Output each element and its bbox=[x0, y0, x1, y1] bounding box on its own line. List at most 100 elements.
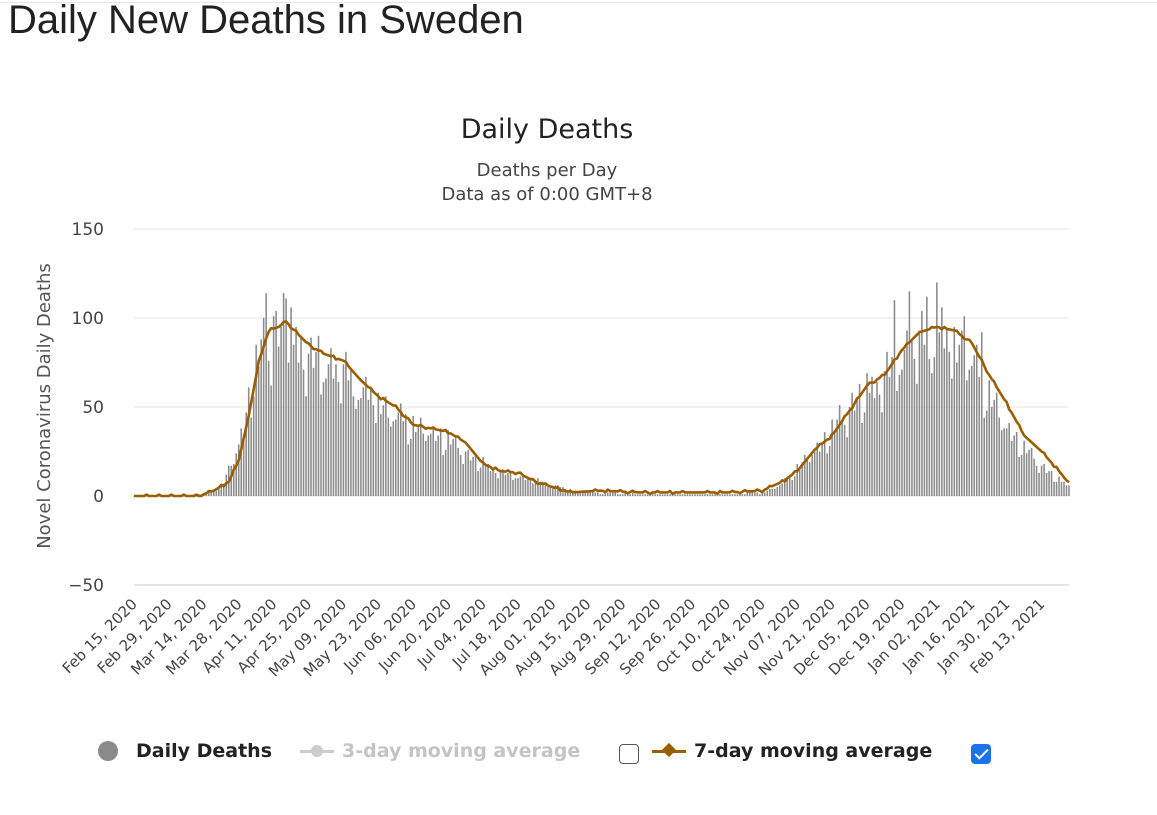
bar bbox=[863, 412, 866, 496]
bar bbox=[606, 492, 609, 496]
bar bbox=[629, 494, 631, 496]
bar bbox=[434, 440, 437, 496]
bar bbox=[562, 487, 564, 496]
bar bbox=[868, 392, 871, 496]
bar bbox=[1008, 423, 1010, 496]
bar bbox=[821, 442, 823, 496]
bar bbox=[345, 351, 347, 496]
bar bbox=[923, 344, 926, 496]
bar bbox=[1043, 463, 1045, 496]
bar bbox=[1018, 456, 1020, 496]
bar bbox=[310, 337, 312, 496]
bar bbox=[230, 465, 233, 496]
bar bbox=[390, 426, 392, 496]
bar bbox=[921, 310, 923, 496]
bar bbox=[676, 494, 679, 496]
checkbox-7day-average[interactable] bbox=[971, 744, 991, 764]
bar bbox=[414, 431, 417, 496]
bar bbox=[886, 351, 888, 496]
bar bbox=[1000, 430, 1003, 496]
bar bbox=[449, 444, 452, 496]
bar bbox=[242, 435, 245, 496]
bar bbox=[529, 479, 532, 496]
bar bbox=[432, 426, 434, 496]
bar bbox=[225, 474, 228, 496]
legend-item-3day-average[interactable]: 3-day moving average bbox=[300, 736, 580, 766]
bar bbox=[145, 496, 148, 497]
bar bbox=[514, 478, 517, 496]
bar bbox=[1023, 440, 1025, 496]
bar bbox=[1010, 440, 1013, 496]
bar bbox=[918, 330, 921, 496]
bar bbox=[1045, 472, 1048, 496]
bar bbox=[928, 358, 931, 496]
bar bbox=[302, 369, 305, 496]
bar bbox=[419, 417, 422, 496]
bar bbox=[604, 492, 607, 496]
bar bbox=[347, 380, 350, 496]
bar bbox=[277, 346, 280, 496]
bar bbox=[474, 453, 477, 496]
bar bbox=[499, 471, 502, 496]
bar bbox=[858, 383, 861, 496]
bar bbox=[674, 494, 676, 496]
bar bbox=[781, 483, 784, 496]
bar bbox=[621, 494, 624, 496]
bar bbox=[958, 344, 961, 496]
bar bbox=[587, 492, 589, 496]
bar bbox=[816, 442, 818, 496]
bar bbox=[734, 494, 736, 496]
bar bbox=[916, 383, 918, 496]
bar bbox=[350, 367, 352, 496]
legend-label-7day-average: 7-day moving average bbox=[694, 740, 933, 762]
bar bbox=[876, 382, 878, 496]
bar bbox=[689, 494, 691, 496]
checkbox-3day-average[interactable] bbox=[619, 744, 639, 764]
bar bbox=[312, 367, 315, 496]
bar bbox=[322, 382, 325, 496]
legend-label-3day-average: 3-day moving average bbox=[342, 740, 581, 762]
bar bbox=[355, 408, 357, 496]
bar bbox=[479, 467, 482, 496]
bar bbox=[502, 469, 504, 496]
bar bbox=[709, 494, 711, 496]
bar bbox=[990, 407, 993, 496]
bar bbox=[1035, 465, 1038, 496]
bar bbox=[721, 494, 724, 496]
bar bbox=[973, 355, 976, 496]
bar bbox=[290, 307, 292, 496]
bar bbox=[444, 449, 447, 496]
bar bbox=[679, 494, 681, 496]
bar bbox=[933, 357, 936, 496]
bar bbox=[659, 494, 661, 496]
bar bbox=[823, 431, 826, 496]
bar bbox=[402, 421, 405, 496]
bar bbox=[926, 296, 928, 496]
top-divider bbox=[0, 2, 1157, 3]
bar bbox=[626, 494, 629, 496]
bar bbox=[808, 462, 811, 496]
bar bbox=[250, 417, 252, 496]
bar bbox=[1058, 476, 1060, 496]
bar bbox=[936, 282, 938, 496]
bar bbox=[275, 310, 277, 496]
bar bbox=[487, 463, 489, 496]
bar bbox=[873, 398, 876, 496]
bar bbox=[811, 455, 813, 496]
bar bbox=[280, 326, 282, 496]
legend-item-daily-deaths[interactable]: Daily Deaths bbox=[94, 736, 272, 766]
bar bbox=[534, 479, 537, 496]
bar bbox=[1003, 428, 1005, 496]
bar bbox=[1048, 471, 1050, 496]
bar bbox=[616, 494, 619, 496]
bar bbox=[609, 492, 611, 496]
bar bbox=[330, 348, 332, 496]
bar bbox=[267, 360, 270, 496]
bar bbox=[315, 351, 317, 496]
bar bbox=[524, 479, 527, 496]
legend-item-7day-average[interactable]: 7-day moving average bbox=[652, 736, 932, 766]
bar bbox=[532, 483, 534, 496]
bar bbox=[998, 417, 1000, 496]
bar bbox=[549, 487, 552, 496]
bar bbox=[439, 428, 442, 496]
